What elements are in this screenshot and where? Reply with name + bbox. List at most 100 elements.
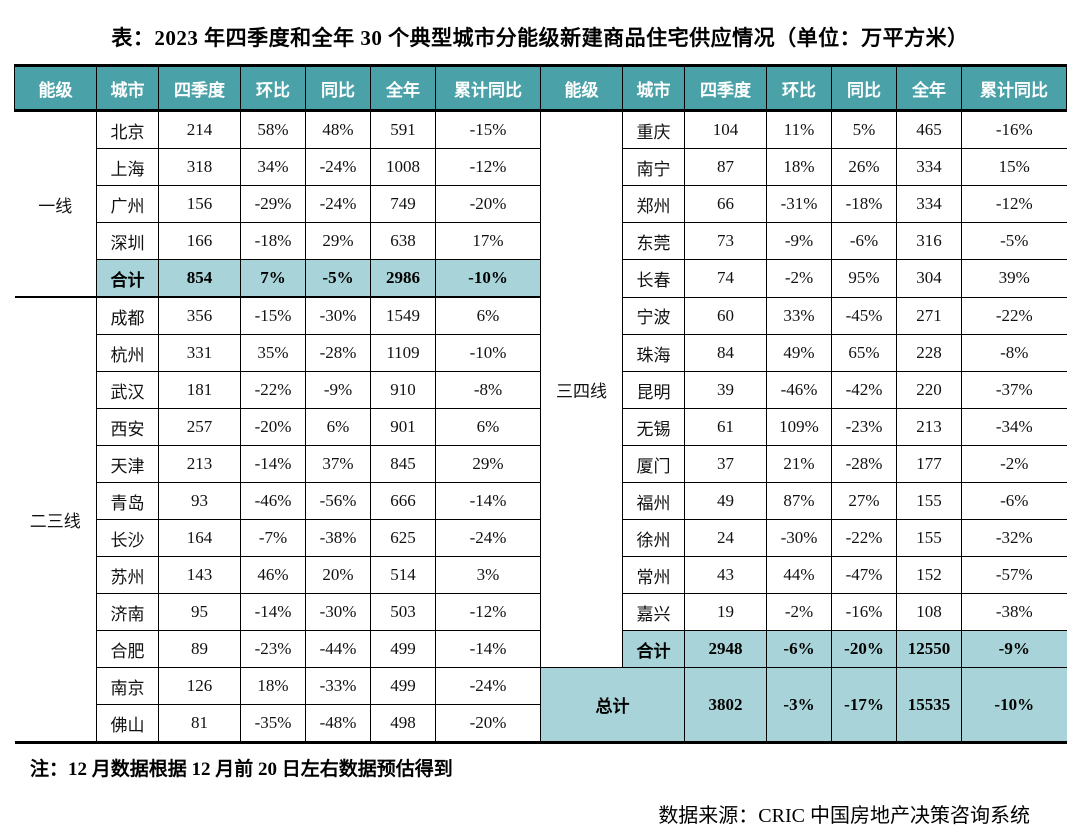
column-header: 四季度 [158,64,241,112]
footnote: 注：12 月数据根据 12 月前 20 日左右数据预估得到 [30,759,453,780]
value-cell: -10% [435,334,541,372]
value-cell: 6% [435,408,541,446]
data-source: 数据来源：CRIC 中国房地产决策咨询系统 [658,805,1030,827]
table-row: 一线 北京 214 58% 48% 591 -15% 三四线 重庆 104 11% 5% 465 -16% [14,110,1067,668]
city-cell: 济南 [96,593,159,631]
value-cell: 854 [158,259,241,298]
value-cell: 21% [766,445,832,483]
city-cell: 福州 [622,482,685,520]
value-cell: -24% [305,185,371,223]
value-cell: 155 [896,519,962,557]
column-header: 全年 [896,64,962,112]
column-header: 能级 [14,64,97,112]
value-cell: -14% [240,593,306,631]
value-cell: -6% [961,482,1067,520]
value-cell: 164 [158,519,241,557]
value-cell: 20% [305,556,371,594]
value-cell: 24 [684,519,767,557]
total-value-cell: 3802 [684,667,767,744]
column-header: 同比 [305,64,371,112]
city-cell: 厦门 [622,445,685,483]
city-cell: 珠海 [622,334,685,372]
value-cell: -6% [766,630,832,668]
column-header: 环比 [240,64,306,112]
value-cell: 39 [684,371,767,409]
column-header: 城市 [96,64,159,112]
value-cell: -22% [831,519,897,557]
value-cell: 48% [305,110,371,149]
table-row: 深圳 166 -18% 29% 638 17% 东莞 73 -9% -6% 316 -5% [15,222,1067,260]
value-cell: -46% [766,371,832,409]
value-cell: -28% [305,334,371,372]
tier-cell: 三四线 [540,110,623,668]
value-cell: -28% [831,445,897,483]
value-cell: 591 [370,110,436,149]
value-cell: 34% [240,148,306,186]
city-cell: 武汉 [96,371,159,409]
table-row: 合肥 89 -23% -44% 499 -14% 合计 2948 -6% -20% 12550 -9% [15,630,1067,668]
value-cell: 228 [896,334,962,372]
column-header: 同比 [831,64,897,112]
value-cell: -16% [961,110,1067,149]
tier-cell: 二三线 [14,296,97,744]
value-cell: -15% [240,296,306,335]
total-value-cell: -10% [961,667,1067,744]
city-cell: 徐州 [622,519,685,557]
value-cell: -44% [305,630,371,668]
table-row: 青岛 93 -46% -56% 666 -14% 福州 49 87% 27% 155 -6% [15,482,1067,520]
value-cell: 12550 [896,630,962,668]
value-cell: 109% [766,408,832,446]
value-cell: 27% [831,482,897,520]
value-cell: 498 [370,704,436,744]
column-header: 四季度 [684,64,767,112]
value-cell: -47% [831,556,897,594]
value-cell: 271 [896,296,962,335]
value-cell: 95% [831,259,897,298]
table-row: 长沙 164 -7% -38% 625 -24% 徐州 24 -30% -22% 155 -32% [15,519,1067,557]
value-cell: 334 [896,148,962,186]
value-cell: 6% [305,408,371,446]
city-cell: 南京 [96,667,159,705]
value-cell: 18% [240,667,306,705]
table-row: 天津 213 -14% 37% 845 29% 厦门 37 21% -28% 177 -2% [15,445,1067,483]
city-cell: 广州 [96,185,159,223]
value-cell: -14% [240,445,306,483]
value-cell: 177 [896,445,962,483]
value-cell: 910 [370,371,436,409]
value-cell: -32% [961,519,1067,557]
table-row: 西安 257 -20% 6% 901 6% 无锡 61 109% -23% 213 -34% [15,408,1067,446]
value-cell: 58% [240,110,306,149]
value-cell: -38% [305,519,371,557]
value-cell: 7% [240,259,306,298]
value-cell: -8% [435,371,541,409]
value-cell: -38% [961,593,1067,631]
city-cell: 成都 [96,296,159,335]
value-cell: 465 [896,110,962,149]
value-cell: 152 [896,556,962,594]
value-cell: 60 [684,296,767,335]
value-cell: -48% [305,704,371,744]
total-label-cell: 总计 [540,667,685,744]
column-header: 环比 [766,64,832,112]
city-cell: 南宁 [622,148,685,186]
value-cell: 87% [766,482,832,520]
value-cell: -23% [831,408,897,446]
value-cell: 1008 [370,148,436,186]
value-cell: -7% [240,519,306,557]
value-cell: 845 [370,445,436,483]
value-cell: -33% [305,667,371,705]
value-cell: 318 [158,148,241,186]
city-cell: 东莞 [622,222,685,260]
value-cell: -14% [435,630,541,668]
value-cell: -37% [961,371,1067,409]
value-cell: 93 [158,482,241,520]
value-cell: 108 [896,593,962,631]
value-cell: -20% [240,408,306,446]
value-cell: -2% [766,259,832,298]
value-cell: 44% [766,556,832,594]
total-value-cell: 15535 [896,667,962,744]
value-cell: 17% [435,222,541,260]
value-cell: -20% [435,185,541,223]
value-cell: 61 [684,408,767,446]
